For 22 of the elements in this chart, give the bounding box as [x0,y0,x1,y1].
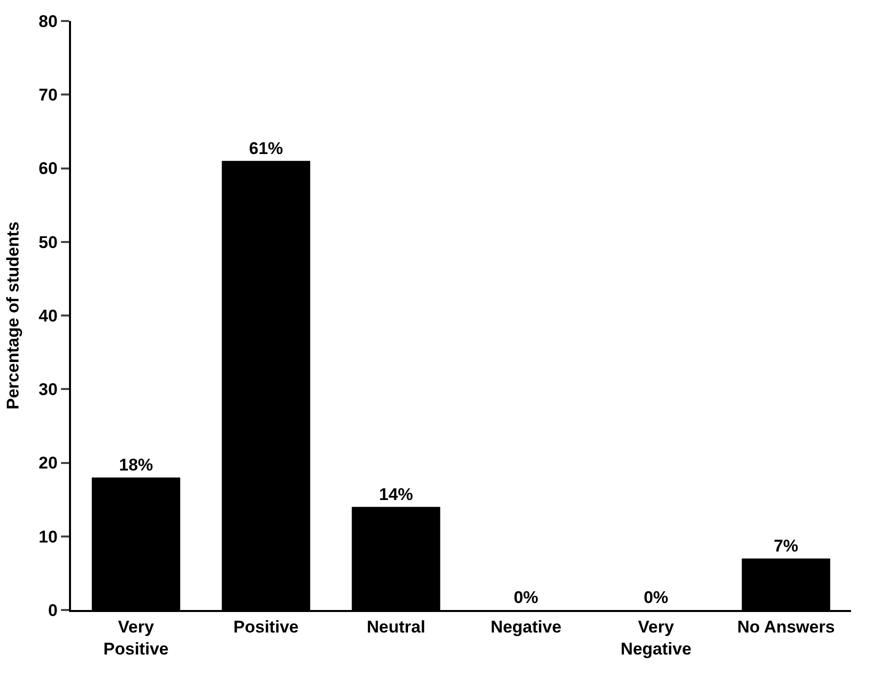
data-label: 7% [774,536,798,556]
y-tick-label: 40 [38,306,58,326]
y-tick-label: 50 [38,232,58,252]
x-tick-label: Negative [490,617,562,636]
y-axis-title: Percentage of students [4,222,23,410]
x-tick-label: Very Positive [103,617,169,658]
y-tick-label: 0 [48,600,58,620]
data-label: 14% [378,484,414,504]
y-tick-label: 20 [38,454,58,473]
data-label: 0% [644,588,668,607]
y-tick-label: 30 [38,380,58,400]
data-label: 0% [514,588,538,607]
x-tick-label: Neutral [366,617,426,636]
data-label: 61% [248,138,284,158]
y-tick-label: 80 [38,12,58,31]
x-tick-label: No Answers [737,617,835,636]
x-tick-label: Very Negative [620,617,692,658]
y-tick-label: 70 [38,86,58,105]
y-tick-label: 10 [38,527,58,546]
x-tick-label: Positive [233,617,299,636]
y-tick-label: 60 [38,159,58,178]
data-label: 18% [118,455,154,474]
